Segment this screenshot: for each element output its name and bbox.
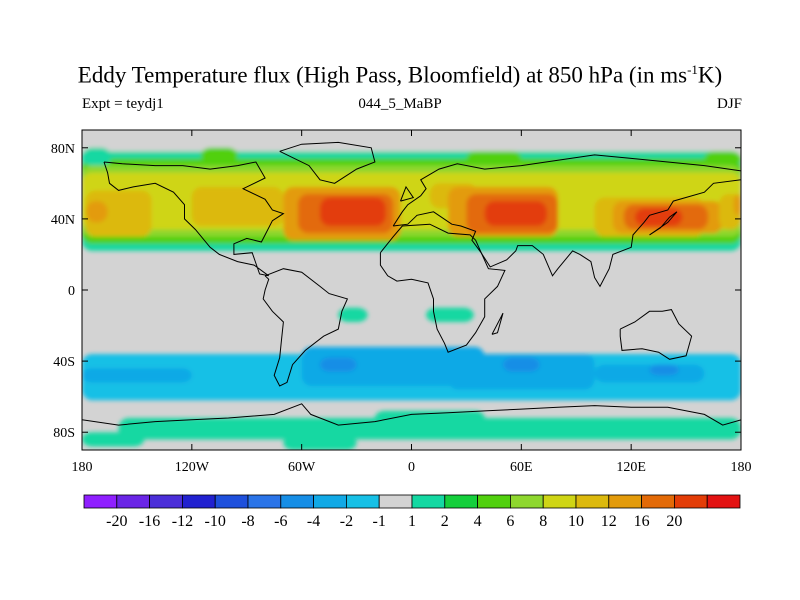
y-tick-label: 80S <box>53 426 75 441</box>
coastline-britain <box>400 185 415 202</box>
coastline-japan <box>649 211 678 236</box>
field-feature <box>319 357 357 372</box>
chart-title: Eddy Temperature flux (High Pass, Bloomf… <box>0 62 800 89</box>
colorbar-swatch <box>575 494 610 509</box>
y-tick-label: 40S <box>53 355 75 370</box>
colorbar-label: 10 <box>568 513 584 530</box>
field-feature <box>484 201 547 226</box>
field-feature <box>704 151 741 166</box>
field-feature <box>649 364 679 376</box>
field-feature <box>466 151 522 166</box>
colorbar-label: 16 <box>634 513 650 530</box>
colorbar-label: -20 <box>106 513 127 530</box>
colorbar-label: -10 <box>205 513 226 530</box>
colorbar-swatch <box>542 494 577 509</box>
title-suffix: K) <box>697 62 723 88</box>
colorbar-swatch <box>149 494 183 509</box>
x-tick-label: 180 <box>72 460 93 475</box>
field-feature <box>301 346 485 386</box>
colorbar-swatch <box>247 494 282 509</box>
y-tick-label: 0 <box>68 284 75 299</box>
field-feature <box>733 194 741 216</box>
y-tick-label: 80N <box>51 142 75 157</box>
colorbar-label: -12 <box>172 513 193 530</box>
subtitle-right: DJF <box>716 96 742 112</box>
x-tick-label: 0 <box>408 460 415 475</box>
axes: 80N 40N 0 40S 80S 180 120W 60W 0 60E 120E 180 <box>51 130 752 475</box>
field-feature <box>82 130 741 159</box>
field-feature <box>319 197 386 226</box>
colorbar-swatch <box>280 494 314 509</box>
coastline-south-america <box>262 268 349 387</box>
subtitle-center: 044_5_MaBP <box>358 96 442 112</box>
colorbar-label: 1 <box>408 513 416 530</box>
x-tick-label: 120E <box>616 460 646 475</box>
colorbar-label: 6 <box>506 513 514 530</box>
coastline-australia <box>619 309 693 360</box>
x-tick-label: 60W <box>288 460 316 475</box>
colorbar-swatch <box>116 494 151 509</box>
field-feature <box>634 208 683 226</box>
colorbar-label: 20 <box>666 513 682 530</box>
field-feature <box>82 147 112 166</box>
colorbar-label: -16 <box>139 513 160 530</box>
plot-area <box>81 129 742 451</box>
field-feature <box>200 147 238 162</box>
colorbar-swatch <box>345 494 380 509</box>
field-feature <box>426 307 474 322</box>
field-feature <box>82 368 192 383</box>
colorbar-label: -1 <box>373 513 386 530</box>
colorbar-label: 12 <box>601 513 617 530</box>
x-tick-label: 120W <box>175 460 210 475</box>
field-feature <box>82 432 145 447</box>
colorbar-swatch <box>608 494 642 509</box>
colorbar-label: -8 <box>241 513 254 530</box>
coastline-africa <box>379 223 506 353</box>
coastline-greenland <box>279 141 376 184</box>
colorbar: -20 -16 -12 -10 -8 -6 -4 -2 -1 1 2 4 6 8 10 12 16 20 <box>83 494 741 530</box>
x-tick-label: 180 <box>731 460 752 475</box>
colorbar-swatch <box>444 494 478 509</box>
subtitle-left: Expt = teydj1 <box>82 96 164 112</box>
coastline-layer <box>82 141 741 426</box>
colorbar-label: -4 <box>307 513 320 530</box>
colorbar-label: -6 <box>274 513 287 530</box>
field-feature <box>118 418 741 440</box>
colorbar-swatch <box>706 494 741 509</box>
field-feature <box>85 190 152 237</box>
colorbar-swatch <box>674 494 708 509</box>
colorbar-swatch <box>509 494 544 509</box>
colorbar-swatch <box>641 494 675 509</box>
coastline-madagascar <box>491 312 504 335</box>
colorbar-label: 4 <box>474 513 482 530</box>
colorbar-label: 8 <box>539 513 547 530</box>
colorbar-swatch <box>477 494 511 509</box>
field-feature <box>594 364 705 383</box>
coastline-north-america <box>103 161 285 277</box>
colorbar-swatch <box>181 494 216 509</box>
y-tick-label: 40N <box>51 213 75 228</box>
colorbar-label: -2 <box>340 513 353 530</box>
title-text: Eddy Temperature flux (High Pass, Bloomf… <box>77 62 688 88</box>
colorbar-label: 2 <box>441 513 449 530</box>
field-feature <box>283 435 357 450</box>
x-tick-label: 60E <box>510 460 533 475</box>
colorbar-swatch <box>378 494 413 509</box>
field-feature <box>85 201 108 223</box>
field-feature <box>338 307 368 322</box>
colorbar-swatch <box>411 494 446 509</box>
colorbar-swatch <box>214 494 249 509</box>
title-superscript: -1 <box>687 62 698 77</box>
coastline-antarctica-rim <box>82 403 741 426</box>
colorbar-swatch <box>313 494 347 509</box>
field-feature <box>374 410 485 426</box>
field-feature <box>503 357 540 372</box>
colorbar-swatch <box>83 494 118 509</box>
